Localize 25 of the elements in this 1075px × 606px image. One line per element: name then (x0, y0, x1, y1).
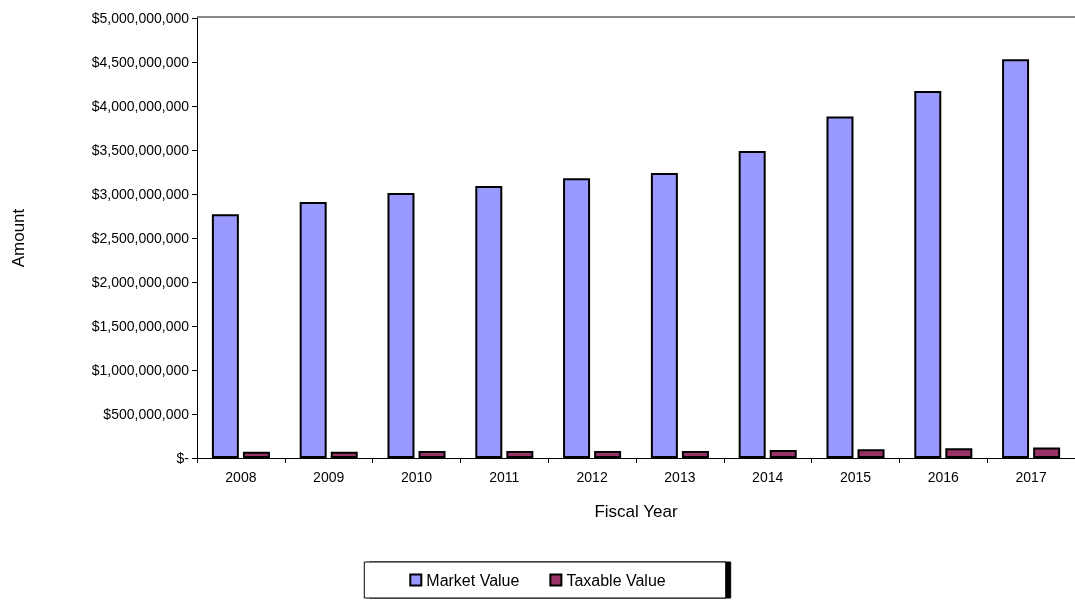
y-tick-label: $5,000,000,000 (91, 10, 190, 26)
legend-label: Taxable Value (566, 571, 666, 589)
y-tick-label: $3,500,000,000 (91, 142, 190, 158)
y-tick-label: $1,500,000,000 (91, 318, 190, 334)
x-axis-title: Fiscal Year (594, 502, 678, 521)
y-tick-label: $4,000,000,000 (91, 98, 190, 114)
x-tick-label: 2014 (752, 469, 784, 485)
x-tick-label: 2008 (225, 469, 257, 485)
x-tick-label: 2016 (927, 469, 960, 485)
x-tick-label: 2009 (313, 469, 345, 485)
y-tick-label: $500,000,000 (103, 406, 190, 422)
x-tick-label: 2011 (489, 469, 520, 485)
y-tick-label: $2,500,000,000 (91, 230, 190, 246)
y-tick-label: $2,000,000,000 (91, 274, 190, 290)
y-tick-label: $3,000,000,000 (91, 186, 190, 202)
y-tick-label: $- (176, 450, 190, 466)
y-tick-label: $1,000,000,000 (91, 362, 190, 378)
legend-label: Market Value (426, 571, 520, 589)
x-tick-label: 2015 (839, 469, 872, 485)
x-tick-label: 2017 (1015, 469, 1047, 485)
x-tick-label: 2010 (400, 469, 433, 485)
y-axis-title: Amount (9, 208, 28, 268)
y-tick-label: $4,500,000,000 (91, 54, 190, 70)
x-tick-label: 2013 (664, 469, 696, 485)
x-tick-label: 2012 (576, 469, 608, 485)
